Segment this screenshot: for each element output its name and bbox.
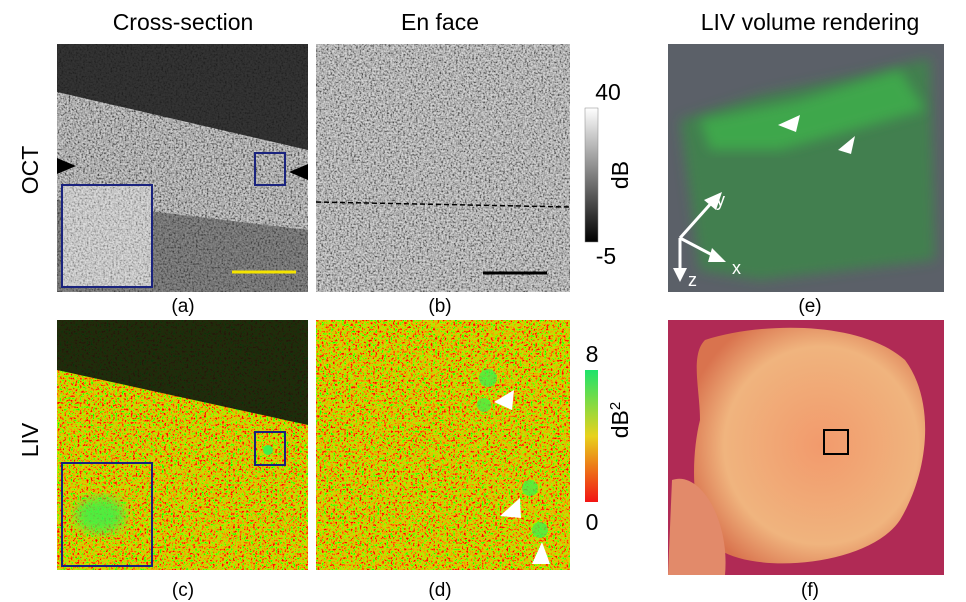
- figure: Cross-section En face LIV volume renderi…: [0, 0, 966, 602]
- column-header: Cross-section: [113, 9, 254, 35]
- hotspot: [479, 369, 497, 387]
- colorbar: [585, 108, 598, 242]
- colorbar-min: -5: [596, 243, 616, 269]
- panel-label: (a): [171, 296, 194, 317]
- panel-label: (f): [801, 580, 819, 601]
- panel-label: (c): [172, 580, 194, 601]
- panel-label: (b): [428, 296, 451, 317]
- axis-label: z: [688, 270, 697, 290]
- row-label: OCT: [17, 146, 43, 195]
- colorbar-unit: dB2: [607, 402, 633, 438]
- colorbar: [585, 370, 598, 502]
- unit-superscript: 2: [607, 402, 624, 410]
- colorbar-max: 8: [586, 341, 599, 367]
- hotspot: [522, 480, 538, 496]
- axis-label: x: [732, 258, 741, 278]
- panel-label: (d): [428, 580, 451, 601]
- panel-label: (e): [798, 296, 821, 317]
- hotspot: [477, 398, 491, 412]
- inset-speckle: [63, 186, 151, 286]
- colorbar-max: 40: [595, 79, 621, 105]
- axis-label: y: [716, 190, 725, 210]
- inset-spot: [75, 497, 125, 533]
- speckle: [316, 44, 570, 292]
- colorbar-unit: dB: [607, 161, 633, 189]
- roi-spot: [263, 445, 273, 455]
- column-header: En face: [401, 9, 479, 35]
- unit-text: dB: [607, 410, 633, 438]
- colorbar-min: 0: [586, 509, 599, 535]
- hotspot: [532, 522, 548, 538]
- row-label: LIV: [17, 422, 43, 457]
- column-header: LIV volume rendering: [701, 9, 920, 35]
- liv-en-face: [316, 320, 570, 570]
- liver: [694, 328, 925, 564]
